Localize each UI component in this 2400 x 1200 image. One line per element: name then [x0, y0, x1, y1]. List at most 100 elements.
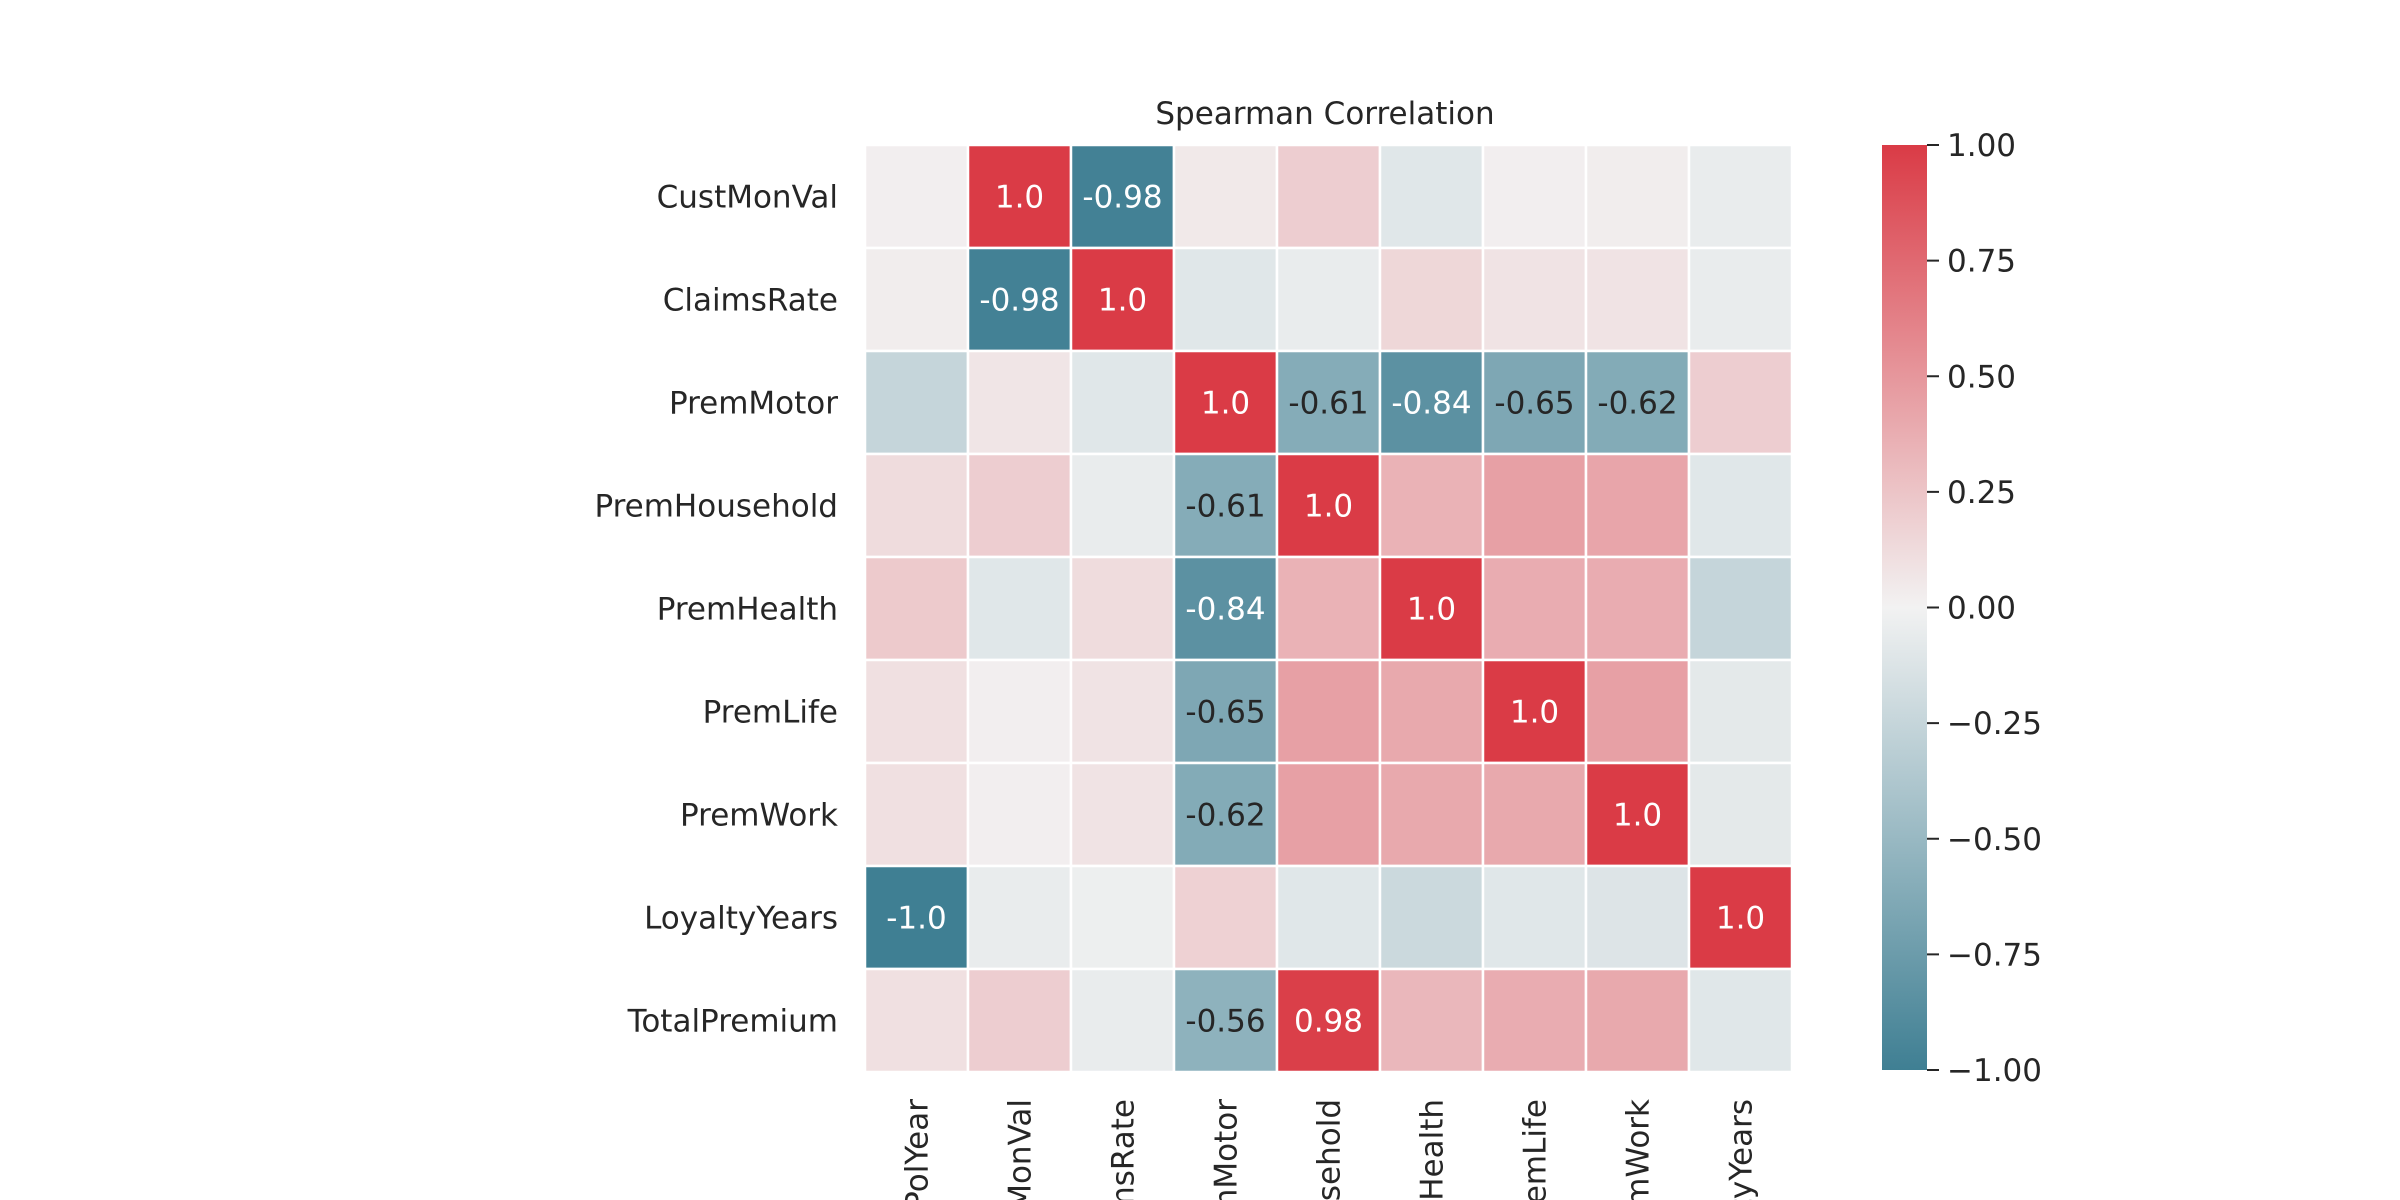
colorbar	[1882, 145, 1927, 1070]
colorbar-tick-label: −0.75	[1947, 937, 2042, 973]
heatmap-cell	[1275, 143, 1382, 250]
x-tick-label: MonVal	[1003, 1099, 1039, 1200]
heatmap-cell	[1069, 761, 1176, 868]
heatmap-cell	[1172, 967, 1279, 1074]
heatmap-cell	[1687, 658, 1794, 765]
heatmap-cells	[863, 143, 1794, 1074]
cell-value-label: 1.0	[1407, 592, 1456, 628]
heatmap-cell	[966, 452, 1073, 559]
heatmap-cell	[1275, 967, 1382, 1074]
x-tick-label: tyYears	[1724, 1099, 1760, 1200]
heatmap-cell	[1378, 658, 1485, 765]
heatmap-cell	[1172, 864, 1279, 971]
heatmap-cell	[1069, 246, 1176, 353]
cell-value-label: 1.0	[995, 180, 1044, 216]
heatmap-cell	[966, 555, 1073, 662]
heatmap-cell	[1378, 761, 1485, 868]
x-tick-label: emWork	[1621, 1099, 1657, 1200]
heatmap-cell	[1481, 864, 1588, 971]
heatmap-cell	[863, 555, 970, 662]
cell-value-label: 1.0	[1201, 386, 1250, 422]
heatmap-cell	[1069, 452, 1176, 559]
cell-value-label: 1.0	[1098, 283, 1147, 319]
heatmap-cell	[1172, 143, 1279, 250]
y-tick-label: TotalPremium	[627, 1004, 838, 1040]
heatmap-cell	[1378, 555, 1485, 662]
colorbar-tick-label: 0.75	[1947, 244, 2016, 280]
cell-value-label: -0.61	[1288, 386, 1368, 422]
heatmap-cell	[1584, 555, 1691, 662]
x-tick-label: mMotor	[1209, 1099, 1245, 1200]
heatmap-cell	[1069, 349, 1176, 456]
heatmap-cell	[1584, 967, 1691, 1074]
chart-title: Spearman Correlation	[1155, 96, 1494, 132]
cell-value-label: -0.56	[1185, 1004, 1265, 1040]
heatmap-cell	[1584, 143, 1691, 250]
cell-value-label: -0.65	[1185, 695, 1265, 731]
heatmap-cell	[1275, 761, 1382, 868]
heatmap-cell	[1481, 143, 1588, 250]
y-tick-label: PremWork	[680, 798, 838, 834]
x-axis-labels: PolYear MonVal imsRate mMotor usehold mHealth…	[900, 1099, 1760, 1200]
colorbar-tick-label: 0.50	[1947, 359, 2016, 395]
heatmap-cell	[1275, 555, 1382, 662]
x-tick-label: remLife	[1518, 1099, 1554, 1200]
heatmap-cell	[863, 143, 970, 250]
cell-value-label: -0.98	[1082, 180, 1162, 216]
y-tick-label: CustMonVal	[657, 180, 838, 216]
colorbar-tick-label: 0.25	[1947, 475, 2016, 511]
heatmap-cell	[966, 349, 1073, 456]
heatmap-cell	[1687, 452, 1794, 559]
cell-value-label: -0.98	[979, 283, 1059, 319]
heatmap-cell	[1378, 143, 1485, 250]
heatmap-cell	[1481, 555, 1588, 662]
heatmap-cell	[863, 761, 970, 868]
heatmap-cell	[1275, 658, 1382, 765]
heatmap-annotations: 1.0 -0.98-0.98 1.01.0 -0.61 -0.84 -0.65 -0.62-…	[886, 180, 1765, 1040]
heatmap-cell	[1584, 246, 1691, 353]
heatmap-cell	[1378, 864, 1485, 971]
heatmap-cell	[1687, 349, 1794, 456]
cell-value-label: 0.98	[1294, 1004, 1363, 1040]
heatmap-cell	[1481, 967, 1588, 1074]
heatmap-cell	[863, 864, 970, 971]
y-tick-label: ClaimsRate	[663, 283, 838, 319]
heatmap-cell	[1069, 967, 1176, 1074]
heatmap-cell	[863, 967, 970, 1074]
colorbar-tick-label: −1.00	[1947, 1053, 2042, 1089]
heatmap-cell	[1275, 246, 1382, 353]
heatmap-cell	[1378, 967, 1485, 1074]
heatmap-cell	[1172, 555, 1279, 662]
y-tick-label: PremLife	[703, 695, 838, 731]
heatmap-cell	[1275, 864, 1382, 971]
cell-value-label: -0.84	[1391, 386, 1471, 422]
heatmap-cell	[863, 246, 970, 353]
cell-value-label: -0.61	[1185, 489, 1265, 525]
x-tick-label: mHealth	[1415, 1099, 1451, 1200]
heatmap-cell	[1687, 864, 1794, 971]
heatmap-cell	[1378, 246, 1485, 353]
heatmap-cell	[1687, 555, 1794, 662]
heatmap-cell	[1172, 658, 1279, 765]
heatmap-cell	[1481, 452, 1588, 559]
cell-value-label: 1.0	[1304, 489, 1353, 525]
colorbar-tick-label: 1.00	[1947, 128, 2016, 164]
heatmap-cell	[1481, 246, 1588, 353]
heatmap-cell	[1584, 452, 1691, 559]
heatmap-cell	[1687, 967, 1794, 1074]
heatmap-cell	[1584, 658, 1691, 765]
heatmap-cell	[1069, 864, 1176, 971]
heatmap-cell	[863, 349, 970, 456]
heatmap-cell	[1172, 349, 1279, 456]
heatmap-cell	[1172, 246, 1279, 353]
heatmap-cell	[1172, 452, 1279, 559]
heatmap-cell	[966, 143, 1073, 250]
heatmap-cell	[1378, 452, 1485, 559]
y-tick-label: PremMotor	[669, 386, 838, 422]
heatmap-cell	[1275, 349, 1382, 456]
y-tick-label: PremHousehold	[594, 489, 838, 525]
x-tick-label: usehold	[1312, 1099, 1348, 1200]
y-tick-label: LoyaltyYears	[644, 901, 838, 937]
heatmap-cell	[966, 967, 1073, 1074]
